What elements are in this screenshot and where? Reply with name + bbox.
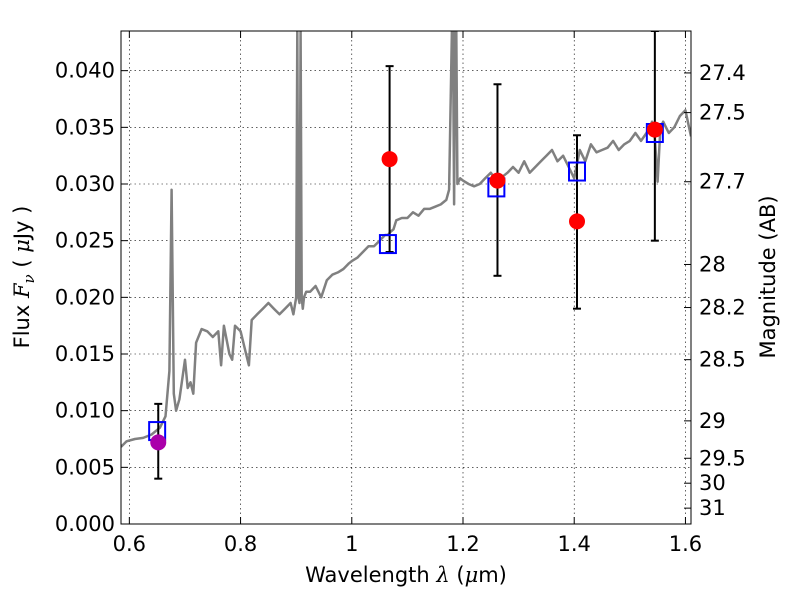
y-axis-title: Flux Fν ( μJy ) xyxy=(10,206,38,349)
y-tick-label: 0.020 xyxy=(55,285,115,309)
right-tick-label: 28.5 xyxy=(699,348,746,372)
right-tick-label: 28 xyxy=(699,252,726,276)
right-tick-label: 28.2 xyxy=(699,296,746,320)
optical-point xyxy=(150,434,167,451)
right-tick-label: 27.5 xyxy=(699,101,746,125)
y-tick-label: 0.000 xyxy=(55,512,115,536)
observed-point xyxy=(569,213,585,230)
observed-point xyxy=(646,121,663,138)
right-tick-label: 30 xyxy=(699,471,726,495)
y-tick-label: 0.010 xyxy=(55,399,115,423)
model-band-marker xyxy=(568,161,586,182)
spectrum-line xyxy=(121,31,691,448)
observed-point xyxy=(489,172,506,189)
y-tick-label: 0.040 xyxy=(55,59,115,83)
model-band-marker xyxy=(378,234,397,255)
observed-point xyxy=(381,151,398,168)
y-tick-label: 0.015 xyxy=(55,342,115,366)
y-tick-label: 0.035 xyxy=(55,115,115,139)
y-tick-label: 0.030 xyxy=(55,172,115,196)
x-tick-label: 1.2 xyxy=(446,532,479,556)
x-axis-title: Wavelength λ (μm) xyxy=(305,563,507,587)
right-tick-label: 31 xyxy=(699,496,726,520)
plot-frame xyxy=(120,30,692,525)
right-tick-label: 29 xyxy=(699,409,726,433)
right-axis-title: Magnitude (AB) xyxy=(756,195,780,358)
x-tick-label: 1.6 xyxy=(669,532,702,556)
axis-ticks: 0.6 0.8 1 1.2 1.4 1.6 0.000 0.005 0.010 0.015 0.02… xyxy=(55,31,746,556)
x-tick-label: 1 xyxy=(345,532,358,556)
right-tick-label: 27.7 xyxy=(699,170,746,194)
right-tick-label: 29.5 xyxy=(699,446,746,470)
y-tick-label: 0.005 xyxy=(55,455,115,479)
data-area xyxy=(121,31,691,480)
x-tick-label: 0.6 xyxy=(113,532,146,556)
x-tick-label: 0.8 xyxy=(224,532,257,556)
y-tick-label: 0.025 xyxy=(55,229,115,253)
x-tick-label: 1.4 xyxy=(558,532,591,556)
right-tick-label: 27.4 xyxy=(699,61,746,85)
